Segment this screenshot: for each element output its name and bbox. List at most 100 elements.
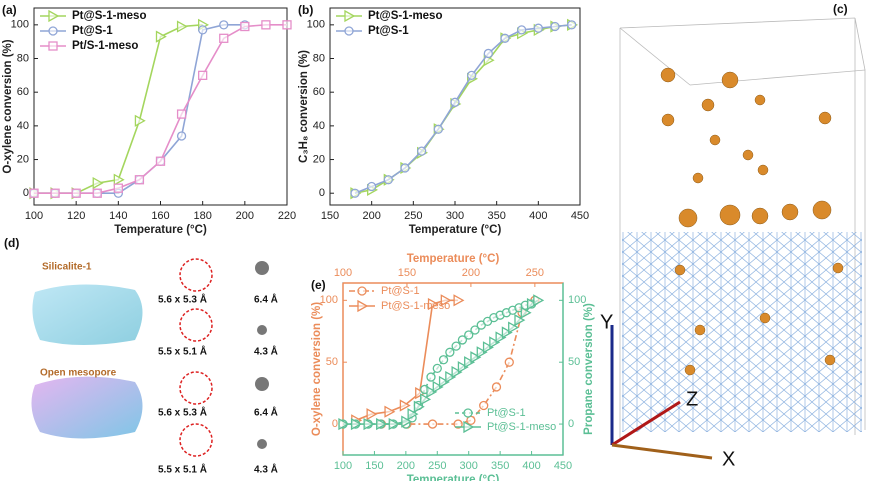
marker — [479, 400, 489, 411]
axis-arrow — [611, 443, 713, 460]
marker — [426, 385, 438, 398]
marker — [440, 294, 452, 307]
marker — [92, 177, 104, 190]
panel-c: (c) Y Z X — [600, 2, 866, 470]
legend-label: Pt@S-1-meso — [381, 300, 450, 312]
marker — [533, 23, 543, 33]
x-tick-label: 300 — [446, 210, 464, 222]
marker — [514, 314, 526, 327]
x-axis-label: Temperature (°C) — [409, 224, 502, 236]
x-tick-label: 400 — [529, 210, 547, 222]
marker — [438, 375, 450, 389]
panel-d: (d) Silicalite-1 Open mesopore 5.6 x 5.3… — [4, 236, 278, 475]
marker — [453, 419, 463, 429]
marker — [198, 25, 208, 35]
marker — [155, 156, 166, 166]
x2-axis-label: Temperature (°C) — [407, 253, 500, 265]
x2-tick-label: 150 — [398, 267, 416, 279]
y-tick-label: 0 — [23, 187, 29, 199]
marker — [92, 188, 102, 198]
series-line — [354, 24, 572, 194]
marker — [500, 33, 510, 43]
marker — [491, 382, 502, 392]
marker — [219, 20, 229, 30]
series-line — [354, 24, 572, 194]
pore-size: 5.6 x 5.3 Å — [158, 406, 207, 419]
legend-marker — [357, 286, 367, 296]
marker — [282, 20, 292, 30]
marker — [198, 70, 208, 81]
marker — [366, 408, 378, 421]
marker — [520, 306, 532, 319]
marker — [427, 419, 438, 429]
legend-marker — [463, 408, 473, 418]
y-tick-label: 60 — [17, 86, 29, 98]
subtitle: Silicalite-1 — [42, 262, 92, 273]
marker — [526, 297, 538, 311]
marker — [508, 321, 520, 334]
marker — [50, 188, 60, 198]
x-tick-label: 250 — [404, 210, 422, 222]
marker — [467, 70, 477, 81]
y-tick-label: 100 — [320, 294, 338, 306]
box-outline — [619, 17, 866, 440]
marker — [134, 175, 145, 185]
marker — [401, 415, 413, 428]
marker — [176, 109, 187, 119]
pores — [179, 258, 213, 457]
y-tick-label: 20 — [17, 153, 29, 165]
x-tick-label: 200 — [236, 210, 254, 222]
x-tick-label: 450 — [554, 460, 572, 472]
legend-label: Pt@S-1 — [368, 25, 409, 37]
marker — [261, 20, 271, 30]
particle — [31, 376, 143, 439]
marker — [464, 356, 476, 369]
molecules — [660, 67, 844, 376]
marker — [464, 330, 474, 340]
marker — [501, 326, 513, 339]
y-tick-label: 60 — [313, 86, 325, 98]
y-tick-label: 40 — [17, 120, 29, 132]
x-tick-label: 450 — [571, 210, 589, 222]
pore-size: 5.5 x 5.1 Å — [158, 345, 207, 358]
marker — [457, 335, 468, 345]
molecule-size: 4.3 Å — [254, 345, 278, 358]
marker — [426, 372, 436, 382]
legend-marker — [344, 26, 354, 36]
x-tick-label: 140 — [109, 210, 127, 222]
marker — [376, 417, 388, 431]
y-axis-label: C₃H₈ conversion (%) — [298, 50, 310, 163]
y-tick-label: 20 — [313, 153, 325, 165]
y-axis-label: O-xylene conversion (%) — [311, 302, 323, 436]
marker — [176, 131, 187, 141]
marker — [438, 355, 449, 365]
y2-tick-label: 100 — [568, 294, 586, 306]
marker — [482, 341, 494, 354]
pore-size: 5.6 x 5.3 Å — [158, 293, 207, 306]
y-tick-label: 0 — [332, 418, 338, 430]
marker — [445, 347, 455, 357]
marker — [470, 351, 482, 364]
y2-tick-label: 0 — [568, 418, 574, 430]
legend-label: Pt@S-1-meso — [72, 10, 146, 22]
y-tick-label: 100 — [307, 19, 325, 31]
x-tick-label: 120 — [67, 210, 85, 222]
legend-marker — [48, 26, 58, 36]
legend-marker — [357, 299, 369, 313]
marker — [476, 346, 488, 359]
x-tick-label: 100 — [334, 460, 352, 472]
marker — [383, 175, 393, 185]
marker — [417, 146, 427, 156]
x-tick-label: 150 — [321, 210, 339, 222]
marker — [567, 20, 577, 30]
marker — [483, 48, 493, 59]
marker — [550, 21, 560, 32]
series-line — [34, 24, 245, 194]
y-axis-label: O-xylene conversion (%) — [2, 39, 14, 173]
x-axis-label: Temperature (°C) — [114, 224, 207, 236]
marker — [367, 181, 377, 192]
marker — [451, 341, 461, 351]
y-tick-label: 0 — [319, 187, 325, 199]
